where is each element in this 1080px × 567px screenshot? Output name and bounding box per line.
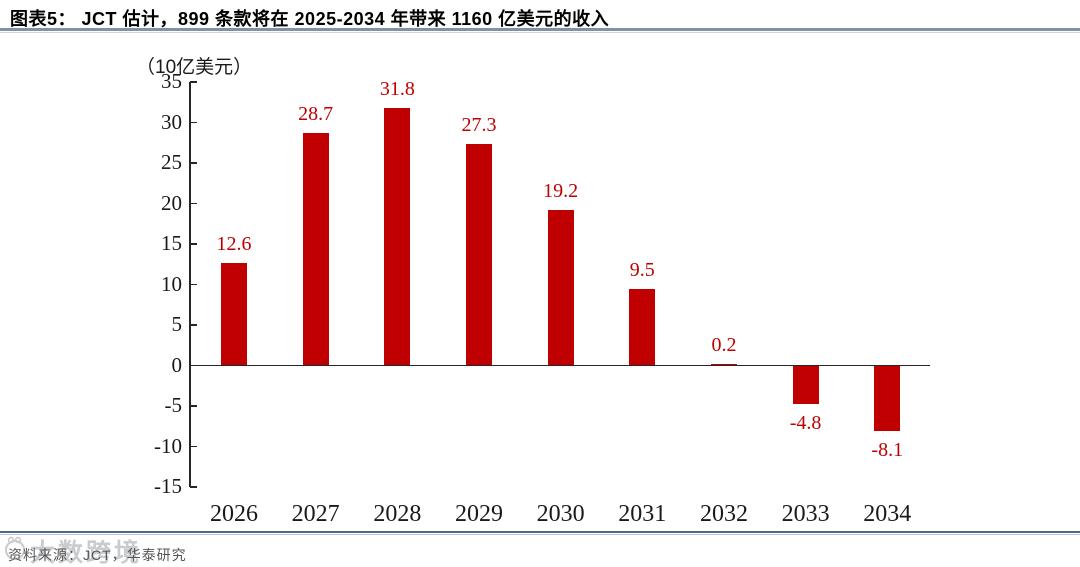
y-tick-mark <box>190 243 197 245</box>
bar-value-label: 9.5 <box>629 258 655 281</box>
title-separator <box>0 28 1080 31</box>
bar-2034 <box>874 365 901 432</box>
bar-2026 <box>221 263 247 366</box>
bar-2031 <box>629 288 656 366</box>
y-tick-mark <box>190 486 197 488</box>
bar-2033 <box>792 365 819 405</box>
y-tick-label: 10 <box>161 271 182 296</box>
bar-value-label: 28.7 <box>298 103 334 126</box>
x-tick-label: 2029 <box>454 501 503 527</box>
x-tick-label: 2034 <box>863 501 912 527</box>
bar-value-label: -4.8 <box>789 412 822 435</box>
footer-separator-shadow <box>0 534 1080 535</box>
y-tick-mark <box>190 324 197 326</box>
y-tick-mark <box>190 445 197 448</box>
y-tick-label: 35 <box>161 69 182 93</box>
figure-title: 图表5： JCT 估计，899 条款将在 2025-2034 年带来 1160 … <box>10 9 610 29</box>
bar-value-label: 31.8 <box>379 77 415 100</box>
x-tick-label: 2028 <box>373 501 422 527</box>
bar-value-label: 27.3 <box>461 114 497 137</box>
bar-2030 <box>547 209 574 366</box>
y-tick-label: 0 <box>171 352 183 377</box>
bar-value-label: 19.2 <box>543 179 579 202</box>
bar-2029 <box>465 144 492 366</box>
y-tick-label: 5 <box>171 312 183 336</box>
bar-value-label: -8.1 <box>871 439 904 462</box>
x-tick-label: 2026 <box>210 501 258 527</box>
bar-2028 <box>384 107 411 366</box>
x-tick-label: 2031 <box>618 501 667 527</box>
x-tick-label: 2033 <box>781 501 830 527</box>
y-axis-unit-label: （10亿美元） <box>136 57 253 78</box>
bar-value-label: 0.2 <box>711 333 737 356</box>
y-tick-label: 25 <box>161 150 182 174</box>
y-tick-mark <box>190 405 197 407</box>
x-tick-label: 2032 <box>699 501 748 527</box>
y-tick-mark <box>190 81 197 83</box>
y-tick-label: -10 <box>154 433 182 458</box>
x-axis-zero-line <box>190 364 930 367</box>
x-tick-label: 2027 <box>291 501 340 527</box>
y-tick-mark <box>190 121 197 124</box>
y-tick-mark <box>190 202 197 205</box>
footer-separator <box>0 531 1080 533</box>
source-text: 资料来源：JCT，华泰研究 <box>8 547 187 563</box>
y-tick-label: 30 <box>161 109 182 134</box>
bar-value-label: 12.6 <box>216 233 252 256</box>
y-axis-line <box>189 82 191 487</box>
bar-2032 <box>710 363 737 366</box>
bar-2027 <box>302 133 329 366</box>
y-tick-label: 15 <box>161 231 182 255</box>
y-tick-label: -5 <box>164 393 183 417</box>
y-tick-mark <box>190 162 197 164</box>
y-tick-label: -15 <box>154 474 182 498</box>
x-tick-label: 2030 <box>536 501 585 527</box>
title-separator-shadow <box>0 32 1080 33</box>
y-tick-mark <box>190 283 197 286</box>
y-tick-label: 20 <box>161 190 182 215</box>
